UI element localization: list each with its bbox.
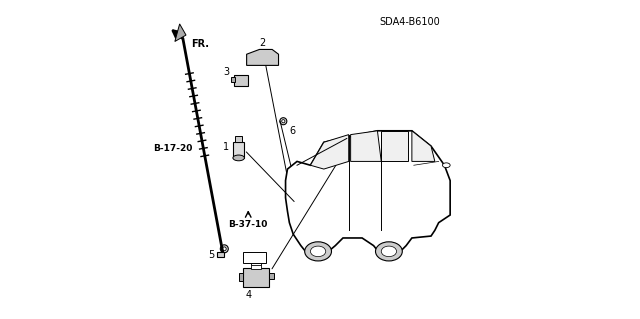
Ellipse shape [282, 120, 285, 123]
Bar [230, 77, 234, 82]
Polygon shape [351, 131, 381, 161]
Ellipse shape [280, 118, 287, 125]
Ellipse shape [442, 163, 450, 168]
Bar [252, 263, 261, 269]
Text: FR.: FR. [191, 39, 209, 49]
Polygon shape [412, 131, 435, 161]
Ellipse shape [222, 247, 226, 251]
Ellipse shape [305, 242, 332, 261]
Bar [252, 260, 261, 265]
Text: 5: 5 [209, 250, 214, 260]
Polygon shape [175, 24, 186, 41]
Ellipse shape [376, 242, 403, 261]
Bar [234, 75, 248, 86]
Ellipse shape [233, 155, 244, 161]
Bar [239, 273, 243, 281]
Ellipse shape [270, 55, 274, 60]
Polygon shape [285, 131, 450, 255]
Polygon shape [246, 49, 278, 65]
Text: 4: 4 [245, 290, 252, 300]
Ellipse shape [310, 246, 326, 256]
Bar [235, 136, 243, 142]
Bar [243, 268, 269, 287]
Text: SDA4-B6100: SDA4-B6100 [379, 17, 440, 27]
Bar [269, 273, 274, 279]
Text: B-37-10: B-37-10 [228, 220, 268, 229]
Ellipse shape [381, 246, 397, 256]
Polygon shape [310, 135, 349, 169]
Bar [233, 142, 244, 158]
Text: 1: 1 [223, 142, 229, 152]
Bar [217, 252, 224, 257]
Ellipse shape [251, 55, 255, 60]
Text: 3: 3 [223, 67, 229, 77]
Bar [243, 252, 266, 263]
Text: B-17-20: B-17-20 [154, 144, 193, 153]
Text: 2: 2 [259, 38, 266, 48]
Text: 6: 6 [290, 126, 296, 136]
Ellipse shape [220, 245, 228, 253]
Polygon shape [381, 131, 408, 161]
